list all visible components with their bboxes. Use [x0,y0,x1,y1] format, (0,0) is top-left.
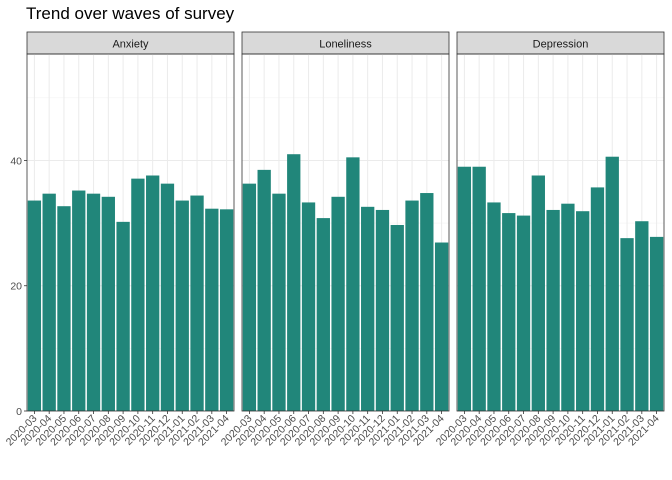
bar [301,202,316,411]
bar [101,196,115,411]
panel-strip-label: Loneliness [319,39,372,51]
y-tick-label: 20 [10,281,22,293]
bar [649,236,664,411]
bar [242,183,257,411]
bar [42,193,56,411]
bar [219,209,234,411]
bar [331,196,345,411]
bar [516,215,531,411]
bar [531,175,545,411]
bar [205,208,219,411]
bar [620,238,634,411]
bar [390,224,404,411]
bar [160,183,175,411]
bar [146,175,160,411]
bar [405,200,419,411]
bar [576,211,590,411]
bar [502,213,516,411]
panel-strip-label: Depression [533,39,589,51]
bar [561,203,575,411]
bar [257,169,271,411]
bar [605,156,619,411]
panel-strip-label: Anxiety [112,39,149,51]
y-tick-label: 0 [16,406,22,418]
bar [487,202,501,411]
bar [190,195,204,411]
bar [287,154,301,412]
bar [116,221,130,411]
bar [272,193,286,411]
panel-border [456,53,665,412]
bar [27,200,42,411]
bar [175,200,189,411]
bar [635,221,649,411]
bar [375,209,390,411]
bar [86,193,101,411]
bar [57,206,71,411]
bar [457,166,472,411]
bar [546,209,560,411]
bar [434,242,449,411]
bar [472,166,486,411]
y-tick-label: 40 [10,155,22,167]
bar [361,206,375,411]
bar [131,178,145,411]
panel-border [241,53,450,412]
chart-title: Trend over waves of survey [26,4,235,23]
panel-border [26,53,235,412]
bar [316,218,330,411]
bar [590,187,605,411]
bar [420,193,434,411]
bar [346,157,360,411]
bar [72,190,86,411]
